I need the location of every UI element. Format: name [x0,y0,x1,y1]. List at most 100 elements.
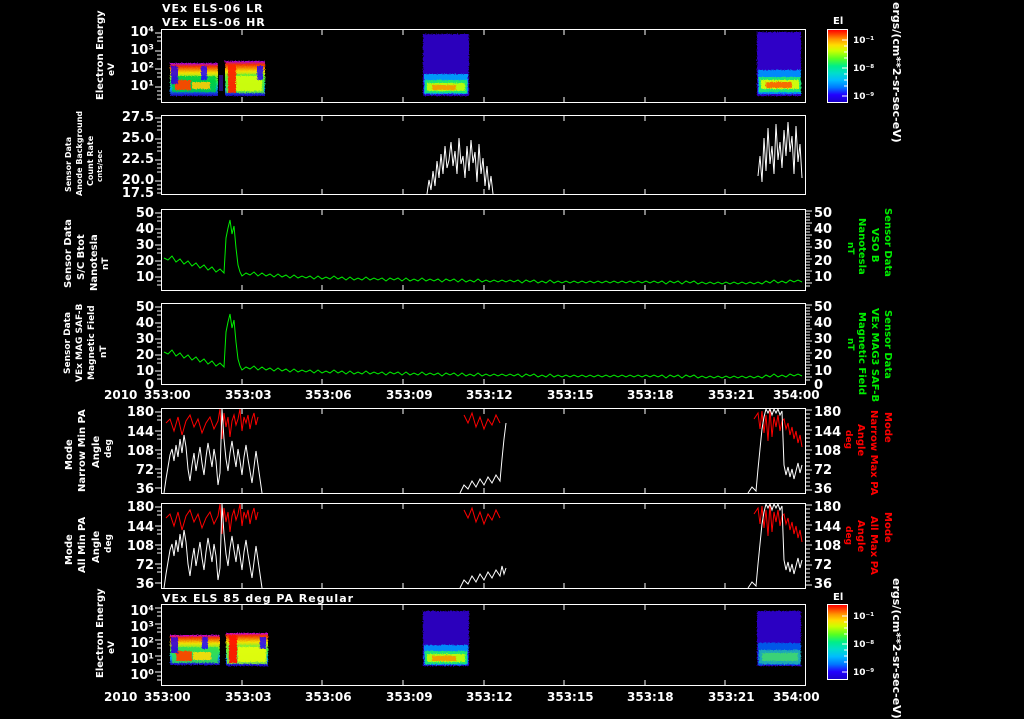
panel-2-ytick-2: 22.5 [121,152,154,167]
panel-3-ytick-3: 20 [135,254,154,269]
panel-4-ytick-0: 50 [135,300,154,315]
panel-5-ytick-right-1: 144 [814,425,842,440]
time-axis-year-top: 2010 [104,388,138,402]
panel-sc-btot[interactable] [161,209,806,291]
panel-7-colorbar [827,604,848,680]
time-axis-label-5-top: 353:15 [547,388,594,402]
panel-3-ytick-right-1: 40 [814,222,833,237]
panel-7-ytick-1: 10³ [130,620,154,635]
panel-4-ytick-2: 30 [135,332,154,347]
panel-5-ytick-4: 36 [135,482,154,497]
panel-7-colorbar-tick-1: 10⁻⁸ [853,640,875,650]
panel-5-ytick-2: 108 [126,444,154,459]
panel-7-colorbar-tick-2: 10⁻⁹ [853,668,875,678]
panel-5-ytick-1: 144 [126,425,154,440]
panel-4-ytick-right-1: 40 [814,316,833,331]
panel-7-ytick-3: 10¹ [130,652,154,667]
panel-1-ytick-1: 10³ [130,43,154,58]
panel-3-ytick-4: 10 [135,270,154,285]
panel-4-ytick-right-3: 20 [814,348,833,363]
panel-7-colorbar-label: El [833,592,844,603]
panel-4-ytick-right-2: 30 [814,332,833,347]
panel-4-ytick-right-4: 10 [814,364,833,379]
anode-background-plot [241,116,803,194]
time-axis-label-8-top: 354:00 [773,388,820,402]
time-axis-label-0-top: 353:00 [144,388,191,402]
panel-title-els06-lr: VEx ELS-06 LR [162,2,264,15]
panel-7-ytick-4: 10⁰ [130,668,154,683]
panel-7-ytick-0: 10⁴ [130,604,154,619]
els-85deg-spectrogram-plot [170,605,801,685]
time-axis-label-1-top: 353:03 [225,388,272,402]
panel-all-pa[interactable] [161,503,806,589]
panel-3-ytick-1: 40 [135,222,154,237]
time-axis-label-8-bottom: 354:00 [773,690,820,704]
panel-2-ytick-3: 20.0 [121,173,154,188]
all-pa-plot [163,504,803,588]
panel-7-ytick-2: 10² [130,636,154,651]
els06-spectrogram-plot [170,30,801,102]
time-axis-label-3-top: 353:09 [386,388,433,402]
time-axis-label-6-top: 353:18 [627,388,674,402]
panel-3-ytick-right-0: 50 [814,206,833,221]
panel-6-ytick-4: 36 [135,577,154,592]
panel-3-ytick-right-2: 30 [814,238,833,253]
panel-title-els-85deg: VEx ELS 85 deg PA Regular [162,592,355,605]
time-axis-label-3-bottom: 353:09 [386,690,433,704]
panel-1-ytick-3: 10¹ [130,79,154,94]
panel-6-ytick-right-0: 180 [814,500,842,515]
time-axis-label-4-bottom: 353:12 [466,690,513,704]
time-axis-label-2-top: 353:06 [305,388,352,402]
panel-1-colorbar [827,29,848,103]
panel-els-85deg-spectrogram[interactable] [161,604,806,686]
panel-5-ytick-3: 72 [135,463,154,478]
panel-1-colorbar-tick-0: 10⁻¹ [853,36,875,46]
panel-4-ytick-1: 40 [135,316,154,331]
panel-3-ytick-2: 30 [135,238,154,253]
panel-6-ytick-2: 108 [126,539,154,554]
time-axis-label-0-bottom: 353:00 [144,690,191,704]
panel-1-colorbar-tick-1: 10⁻⁸ [853,64,875,74]
panel-2-ytick-4: 17.5 [121,186,154,201]
panel-5-ytick-0: 180 [126,405,154,420]
panel-narrow-pa[interactable] [161,408,806,494]
panel-4-ytick-4: 10 [135,364,154,379]
panel-3-ytick-right-4: 10 [814,270,833,285]
panel-anode-background[interactable] [161,115,806,195]
time-axis-label-5-bottom: 353:15 [547,690,594,704]
panel-1-colorbar-label: El [833,16,844,27]
panel-2-ytick-0: 27.5 [121,110,154,125]
time-axis-label-6-bottom: 353:18 [627,690,674,704]
panel-mag-saf-b[interactable] [161,303,806,385]
panel-5-ytick-right-4: 36 [814,482,833,497]
panel-1-colorbar-tick-2: 10⁻⁹ [853,92,875,102]
panel-1-ytick-0: 10⁴ [130,25,154,40]
time-axis-label-1-bottom: 353:03 [225,690,272,704]
panel-2-ytick-1: 25.0 [121,131,154,146]
panel-6-ytick-1: 144 [126,520,154,535]
time-axis-label-7-bottom: 353:21 [708,690,755,704]
panel-5-ytick-right-0: 180 [814,405,842,420]
panel-title-els06-hr: VEx ELS-06 HR [162,16,266,29]
mag-saf-b-plot [163,304,803,384]
panel-5-ytick-right-3: 72 [814,463,833,478]
panel-6-ytick-right-1: 144 [814,520,842,535]
time-axis-label-2-bottom: 353:06 [305,690,352,704]
panel-4-ytick-3: 20 [135,348,154,363]
panel-1-ytick-2: 10² [130,61,154,76]
panel-3-ytick-0: 50 [135,206,154,221]
panel-7-colorbar-tick-0: 10⁻¹ [853,612,875,622]
panel-4-ytick-right-5: 0 [814,378,824,393]
panel-6-ytick-right-3: 72 [814,558,833,573]
panel-4-ytick-5: 0 [144,378,154,393]
time-axis-label-4-top: 353:12 [466,388,513,402]
panel-6-ytick-right-4: 36 [814,577,833,592]
time-axis-label-7-top: 353:21 [708,388,755,402]
panel-6-ytick-0: 180 [126,500,154,515]
narrow-pa-plot [163,409,803,493]
panel-6-ytick-3: 72 [135,558,154,573]
time-axis-year-bottom: 2010 [104,690,138,704]
panel-els06-spectrogram[interactable] [161,29,806,103]
panel-4-ytick-right-0: 50 [814,300,833,315]
